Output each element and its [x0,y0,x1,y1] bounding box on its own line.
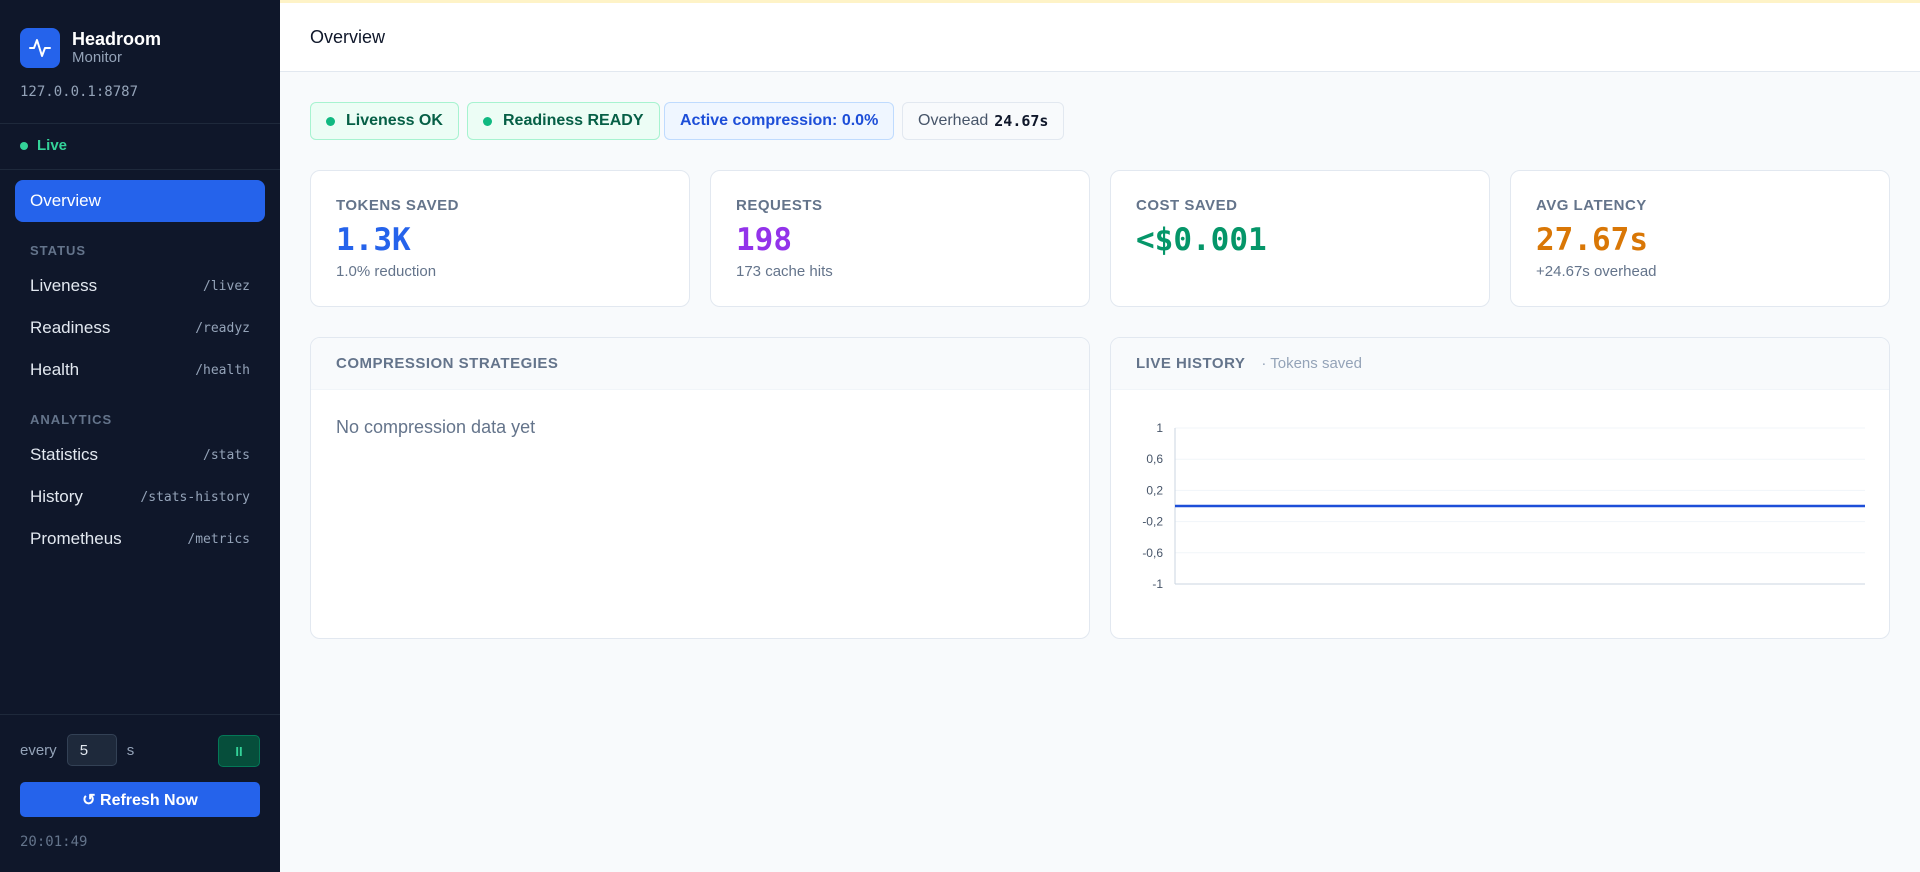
top-accent-line [280,0,1920,3]
brand-name: Headroom [72,29,162,49]
stat-value: 198 [736,222,792,258]
liveness-badge: Liveness OK [310,102,459,140]
y-tick-label: -0,6 [1142,546,1163,560]
sidebar-divider [0,169,280,170]
y-tick-label: 0,2 [1146,483,1163,497]
sidebar-item-label: History [30,487,83,506]
stat-label: AVG LATENCY [1536,197,1647,214]
brand: Headroom Monitor [20,28,161,68]
stat-sub: 173 cache hits [736,263,833,280]
stat-sub: +24.67s overhead [1536,263,1657,280]
stat-sub: 1.0% reduction [336,263,437,280]
overhead-badge: Overhead 24.67s [902,102,1065,140]
sidebar-item-path: /livez [203,278,250,294]
compression-strategies-panel: COMPRESSION STRATEGIES No compression da… [310,337,1090,639]
overhead-value: 24.67s [994,112,1049,130]
host-address: 127.0.0.1:8787 [20,84,139,100]
y-tick-label: 1 [1156,421,1163,435]
y-tick-label: -1 [1152,577,1163,591]
sidebar-item-label: Readiness [30,318,111,337]
live-history-panel: LIVE HISTORY · Tokens saved 1 0,6 0,2 -0,2 -… [1110,337,1890,639]
stat-value: 27.67s [1536,222,1648,258]
live-indicator: Live [20,137,67,154]
page-title: Overview [310,27,386,47]
compression-badge: Active compression: 0.0% [664,102,895,140]
sidebar-item-health[interactable]: Health /health [15,352,265,388]
sidebar-divider [0,714,280,715]
readiness-badge-text: Readiness READY [503,112,644,129]
interval-unit-label: s [126,741,135,759]
sidebar-item-prometheus[interactable]: Prometheus /metrics [15,521,265,557]
panel-header: COMPRESSION STRATEGIES [311,338,1089,390]
sidebar-item-readiness[interactable]: Readiness /readyz [15,310,265,346]
live-label: Live [37,137,68,154]
sidebar-item-label: Prometheus [30,529,122,548]
panel-header: LIVE HISTORY · Tokens saved [1111,338,1889,390]
y-tick-label: -0,2 [1142,515,1163,529]
live-history-chart: 1 0,6 0,2 -0,2 -0,6 -1 [1142,421,1865,591]
sidebar-item-statistics[interactable]: Statistics /stats [15,437,265,473]
stat-value: 1.3K [336,222,411,258]
y-tick-label: 0,6 [1146,452,1163,466]
sidebar-item-path: /metrics [187,531,250,547]
stat-card-tokens-saved: TOKENS SAVED 1.3K 1.0% reduction [310,170,690,307]
stat-card-requests: REQUESTS 198 173 cache hits [710,170,1090,307]
panel-subtitle: · Tokens saved [1261,355,1362,372]
compression-badge-text: Active compression: 0.0% [680,112,879,129]
brand-subtitle: Monitor [72,49,123,66]
stat-label: TOKENS SAVED [336,197,459,214]
stat-label: REQUESTS [736,197,823,214]
every-label: every [20,741,57,759]
activity-pulse-icon [20,28,60,68]
sidebar-item-label: Health [30,360,80,379]
sidebar-item-history[interactable]: History /stats-history [15,479,265,515]
sidebar-divider [0,123,280,124]
page-header: Overview [280,3,1920,72]
sidebar-item-label: Liveness [30,276,98,295]
stat-card-cost-saved: COST SAVED <$0.001 [1110,170,1490,307]
panel-title: COMPRESSION STRATEGIES [336,355,559,372]
sidebar-item-label: Statistics [30,445,99,464]
last-updated-time: 20:01:49 [20,834,88,850]
status-dot-icon [326,116,335,126]
panel-title: LIVE HISTORY [1136,355,1246,372]
section-label-status: STATUS [30,243,87,258]
sidebar-item-liveness[interactable]: Liveness /livez [15,268,265,304]
liveness-badge-text: Liveness OK [346,112,443,129]
sidebar-item-path: /stats [203,447,250,463]
refresh-interval-input[interactable] [66,734,117,766]
overhead-label: Overhead [918,112,989,129]
refresh-now-button[interactable]: ↺ Refresh Now [20,782,260,817]
readiness-badge: Readiness READY [467,102,660,140]
live-dot-icon [20,141,28,150]
stat-value: <$0.001 [1136,222,1267,258]
refresh-interval-control: every s [20,734,134,766]
sidebar-item-path: /health [195,362,250,378]
sidebar-item-path: /readyz [195,320,250,336]
stat-label: COST SAVED [1136,197,1238,214]
sidebar: Headroom Monitor 127.0.0.1:8787 Live Ove… [0,0,280,872]
stat-card-avg-latency: AVG LATENCY 27.67s +24.67s overhead [1510,170,1890,307]
status-dot-icon [483,116,492,126]
empty-state-text: No compression data yet [336,417,536,437]
section-label-analytics: ANALYTICS [30,412,113,427]
sidebar-item-overview[interactable]: Overview [15,180,265,222]
pause-button[interactable]: II [218,735,260,767]
sidebar-item-path: /stats-history [140,489,250,505]
